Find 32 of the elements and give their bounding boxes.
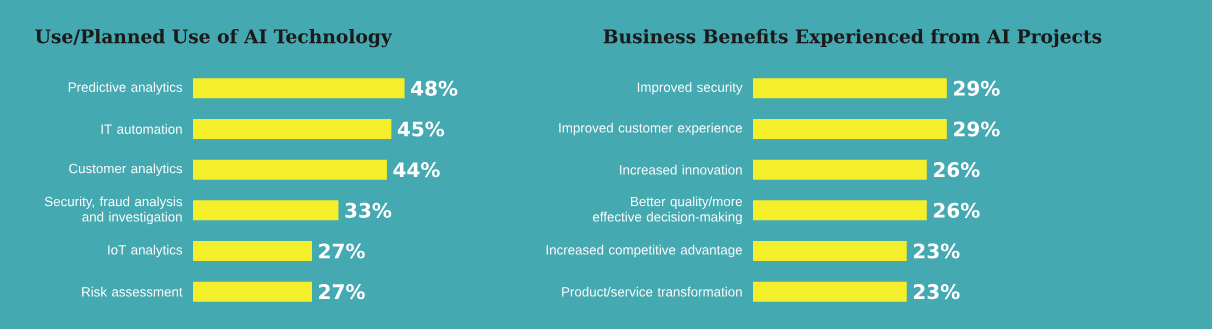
y-tick-label: Improved security <box>637 82 743 95</box>
y-tick-label: Increased innovation <box>620 164 742 175</box>
y-tick-label: Risk assessment <box>82 286 183 297</box>
data-label: 27% <box>319 284 365 300</box>
data-label: 23% <box>913 243 960 259</box>
data-label: 26% <box>933 162 980 178</box>
data-label: 48% <box>411 80 458 96</box>
y-tick-label: Customer analytics <box>69 163 183 176</box>
data-label: 45% <box>397 121 445 137</box>
bar <box>193 200 339 221</box>
data-label: 26% <box>933 202 980 218</box>
bar <box>193 241 312 261</box>
y-tick-label: Security, fraud analysis and investigation <box>44 196 183 225</box>
bar <box>193 119 392 139</box>
y-tick-label: Better quality/more effective decision-making <box>592 196 742 225</box>
data-label: 29% <box>954 121 1000 137</box>
bar <box>193 281 312 302</box>
y-tick-label: Increased competitive advantage <box>546 244 742 258</box>
data-label: 23% <box>913 284 960 300</box>
y-tick-label: Product/service transformation <box>562 286 742 297</box>
bar <box>193 78 405 99</box>
bar <box>193 159 387 180</box>
data-label: 33% <box>345 202 392 218</box>
data-label: 29% <box>954 80 1000 96</box>
chart-title: Use/Planned Use of AI Technology <box>35 28 393 48</box>
y-tick-label: Improved customer experience <box>559 122 742 136</box>
data-label: 27% <box>319 243 365 259</box>
y-tick-label: Predictive analytics <box>68 82 183 95</box>
chart-title: Business Benefits Experienced from AI Projects <box>603 28 1102 48</box>
data-label: 44% <box>393 162 440 178</box>
y-tick-label: IT automation <box>101 124 182 134</box>
y-tick-label: IoT analytics <box>108 244 183 258</box>
